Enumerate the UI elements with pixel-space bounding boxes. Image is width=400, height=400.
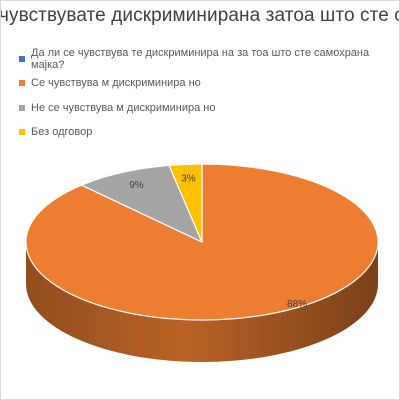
legend-label: Не се чувствува м дискриминира но (31, 101, 216, 114)
pie-side (26, 242, 378, 362)
legend-item-not-discriminated: Не се чувствува м дискриминира но (19, 96, 399, 120)
legend-item-feel-discriminated: Се чувствува м дискриминира но (19, 71, 399, 95)
legend-label: Да ли се чувствува те дискриминира на за… (31, 47, 370, 72)
pie-data-label: 88% (287, 299, 307, 310)
pie-slice (168, 163, 203, 243)
legend-label: Се чувствува м дискриминира но (31, 77, 201, 90)
legend-item-no-answer: Без одговор (19, 120, 399, 144)
legend: Да ли се чувствува те дискриминира на за… (19, 47, 399, 144)
pie-slice (25, 163, 379, 321)
legend-label: Без одговор (31, 126, 93, 139)
legend-item-asked: Да ли се чувствува те дискриминира на за… (19, 47, 399, 71)
chart-title: чувствувате дискриминирана затоа што сте… (0, 5, 399, 26)
pie-slice (80, 164, 203, 243)
pie-data-label: 9% (129, 180, 144, 191)
legend-swatch (19, 104, 25, 111)
legend-swatch (19, 56, 25, 63)
legend-swatch (19, 80, 25, 87)
legend-swatch (19, 129, 25, 136)
pie-data-label: 3% (181, 173, 196, 184)
